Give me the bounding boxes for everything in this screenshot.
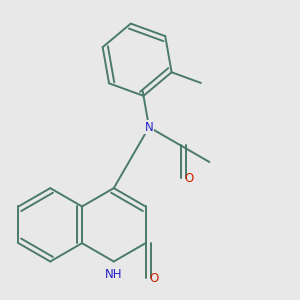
Text: N: N bbox=[145, 121, 153, 134]
Text: O: O bbox=[184, 172, 194, 185]
Text: NH: NH bbox=[105, 268, 122, 281]
Text: O: O bbox=[149, 272, 159, 284]
